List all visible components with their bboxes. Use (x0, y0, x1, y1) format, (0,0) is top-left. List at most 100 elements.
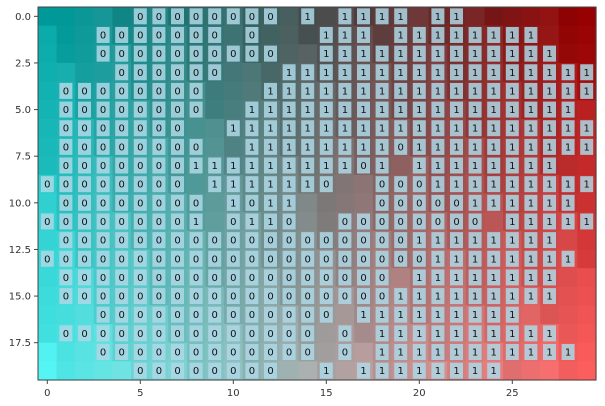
value-label-box (412, 362, 426, 379)
value-label: 1 (453, 142, 459, 153)
value-label: 0 (398, 236, 404, 247)
value-label: 0 (174, 366, 180, 377)
value-label: 0 (119, 49, 125, 60)
value-label-box (450, 138, 463, 155)
value-label: 1 (528, 49, 534, 60)
value-label: 1 (472, 86, 478, 97)
heatmap-cell (38, 361, 58, 381)
value-label: 1 (453, 236, 459, 247)
value-label: 0 (193, 30, 199, 41)
value-label-box (96, 82, 110, 99)
value-label: 1 (193, 161, 199, 172)
value-label-box (171, 26, 184, 43)
value-label: 0 (63, 105, 69, 116)
value-label: 0 (305, 236, 311, 247)
value-label: 0 (174, 30, 180, 41)
value-label-box (357, 362, 370, 379)
value-label-box (96, 157, 110, 174)
value-label: 1 (491, 86, 497, 97)
value-label: 1 (491, 142, 497, 153)
heatmap-cell (540, 25, 560, 45)
value-label-box (59, 82, 73, 99)
heatmap-cell (56, 25, 76, 45)
value-label-box (115, 232, 129, 249)
value-label-box (189, 194, 203, 211)
value-label-box (189, 213, 203, 230)
heatmap-cell (335, 305, 355, 325)
value-label: 1 (472, 254, 478, 265)
value-label-box (450, 306, 463, 323)
value-label: 1 (193, 217, 199, 228)
value-label-box (505, 325, 519, 342)
value-label-box (412, 82, 426, 99)
value-label: 0 (174, 142, 180, 153)
value-label-box (115, 45, 129, 62)
value-label-box (301, 250, 315, 267)
heatmap-cell (242, 81, 262, 101)
value-label-box (171, 362, 184, 379)
value-label-box (543, 120, 556, 137)
value-label: 1 (546, 49, 552, 60)
y-tick-label: 7.5 (15, 152, 31, 163)
value-label: 1 (360, 86, 366, 97)
x-tick-label: 0 (44, 388, 50, 399)
value-label: 1 (453, 30, 459, 41)
value-label: 1 (416, 273, 422, 284)
value-label-box (78, 120, 91, 137)
heatmap-cell (558, 7, 578, 27)
value-label: 0 (100, 254, 106, 265)
heatmap-cell (38, 44, 58, 64)
heatmap-cell (38, 193, 58, 213)
x-tick-label: 25 (506, 388, 519, 399)
heatmap-cell (38, 137, 58, 157)
value-label: 0 (230, 12, 236, 23)
value-label: 1 (472, 142, 478, 153)
value-label: 1 (416, 86, 422, 97)
value-label-box (450, 213, 463, 230)
value-label: 1 (305, 124, 311, 135)
value-label-box (580, 64, 594, 81)
value-label-box (487, 362, 501, 379)
value-label-box (264, 325, 277, 342)
value-label: 0 (249, 12, 255, 23)
value-label-box (301, 101, 315, 118)
value-label-box (412, 64, 426, 81)
heatmap-cell (38, 286, 58, 306)
value-label-box (319, 138, 333, 155)
value-label-box (59, 176, 73, 193)
value-label-box (171, 213, 184, 230)
value-label-box (264, 269, 277, 286)
value-label-box (487, 138, 501, 155)
heatmap-cell (279, 7, 299, 27)
value-label-box (561, 344, 575, 361)
value-label: 0 (305, 310, 311, 321)
value-label: 0 (119, 273, 125, 284)
value-label: 0 (156, 142, 162, 153)
value-label: 1 (584, 217, 590, 228)
value-label: 0 (342, 254, 348, 265)
value-label-box (245, 176, 259, 193)
value-label-box (282, 232, 296, 249)
value-label: 1 (472, 273, 478, 284)
value-label: 0 (267, 254, 273, 265)
value-label-box (375, 138, 389, 155)
value-label: 0 (119, 142, 125, 153)
value-label-box (412, 45, 426, 62)
value-label: 1 (509, 236, 515, 247)
value-label-box (338, 120, 352, 137)
value-label-box (412, 26, 426, 43)
value-label-box (468, 344, 482, 361)
value-label-box (394, 288, 408, 305)
value-label-box (282, 250, 296, 267)
value-label-box (375, 157, 389, 174)
value-label: 1 (453, 310, 459, 321)
value-label-box (505, 306, 519, 323)
value-label-box (357, 120, 370, 137)
value-label: 1 (286, 198, 292, 209)
value-label: 1 (360, 68, 366, 79)
value-label: 0 (379, 292, 385, 303)
value-label: 1 (342, 30, 348, 41)
value-label: 0 (119, 180, 125, 191)
value-label-box (171, 306, 184, 323)
value-label-box (78, 194, 91, 211)
